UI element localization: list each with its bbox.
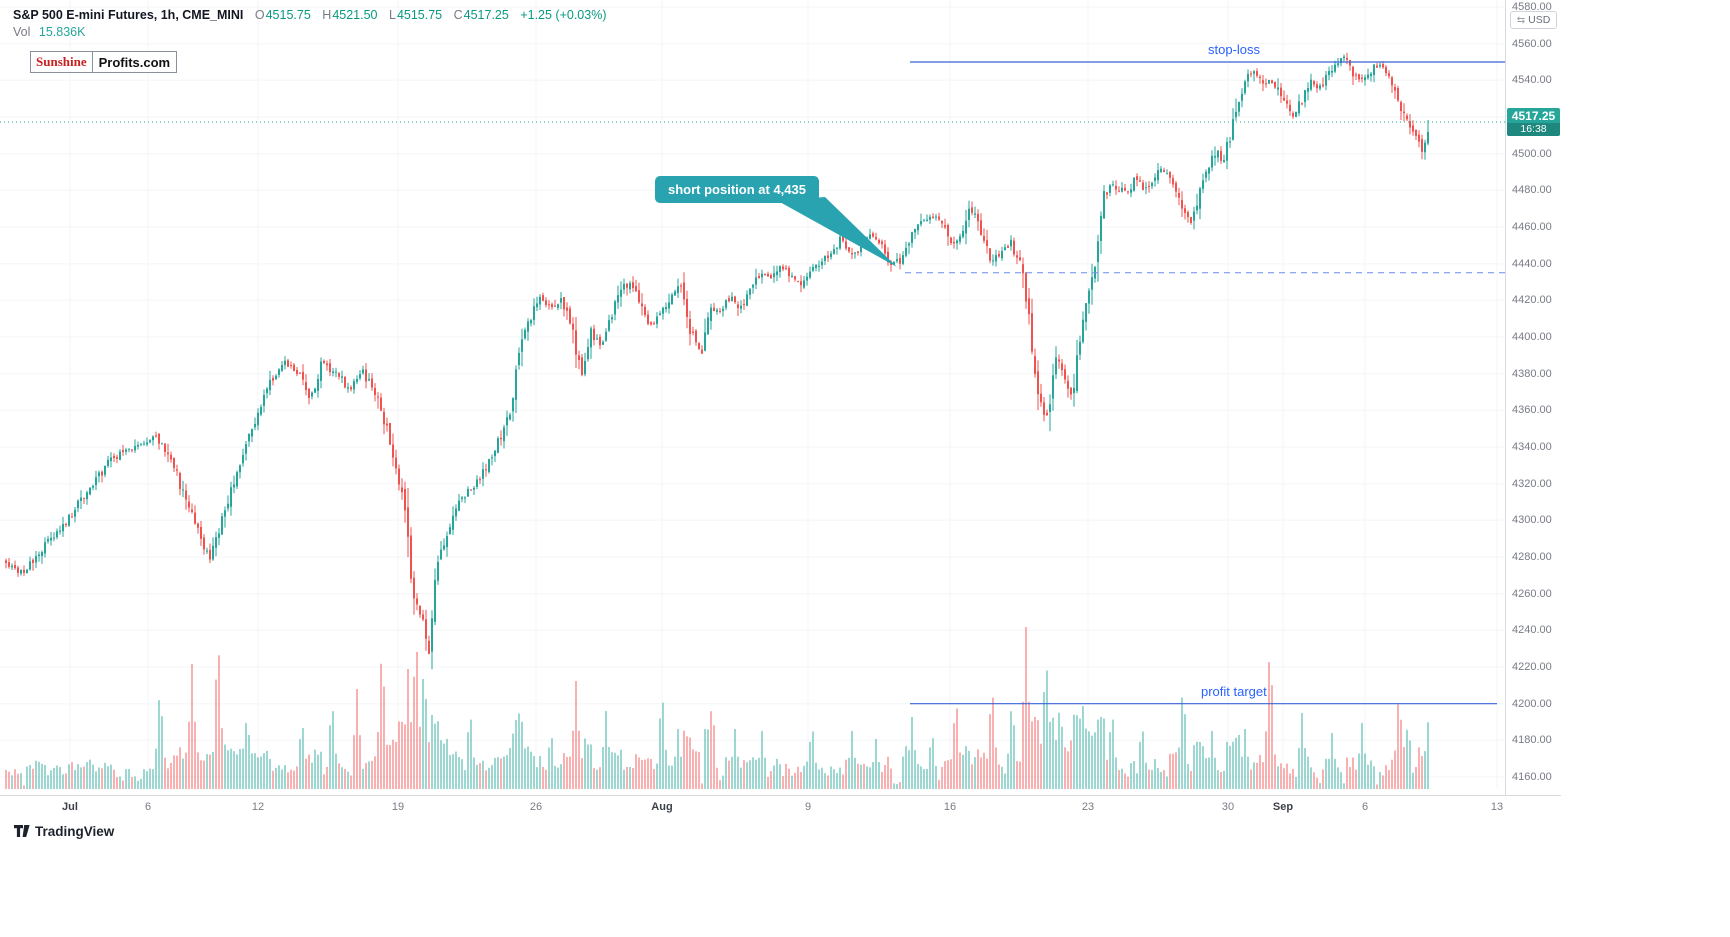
volume-legend[interactable]: Vol 15.836K <box>13 25 85 39</box>
low-value: 4515.75 <box>396 8 443 22</box>
price-tick-label: 4180.00 <box>1512 734 1552 746</box>
price-tick-label: 4320.00 <box>1512 478 1552 490</box>
last-price-time: 16:38 <box>1507 123 1560 136</box>
time-axis-label: Sep <box>1272 801 1294 813</box>
price-tick-label: 4200.00 <box>1512 698 1552 710</box>
tradingview-icon <box>14 825 30 837</box>
price-tick-label: 4480.00 <box>1512 184 1552 196</box>
close-label: C <box>453 8 463 22</box>
open-value: 4515.75 <box>265 8 311 22</box>
low-label: L <box>388 8 396 22</box>
chart-canvas[interactable]: S&P 500 E-mini Futures, 1h, CME_MINI O45… <box>0 0 1505 795</box>
vol-value: 15.836K <box>38 25 86 39</box>
time-axis-label: Aug <box>651 801 673 813</box>
tradingview-logo[interactable]: TradingView <box>14 824 114 839</box>
high-value: 4521.50 <box>332 8 378 22</box>
price-tick-label: 4240.00 <box>1512 624 1552 636</box>
price-tick-label: 4580.00 <box>1512 1 1552 13</box>
price-tick-label: 4440.00 <box>1512 258 1552 270</box>
price-tick-label: 4500.00 <box>1512 148 1552 160</box>
time-axis-label: 9 <box>804 801 812 813</box>
tradingview-label: TradingView <box>35 824 115 839</box>
price-axis[interactable]: ⇆ USD 4580.004560.004540.004520.004500.0… <box>1505 0 1562 795</box>
sunshine-logo-part1: Sunshine <box>31 52 93 72</box>
close-value: 4517.25 <box>463 8 509 22</box>
time-axis-label: 19 <box>391 801 405 813</box>
currency-toggle[interactable]: ⇆ USD <box>1510 11 1557 29</box>
price-tick-label: 4460.00 <box>1512 221 1552 233</box>
time-axis-label: 23 <box>1081 801 1095 813</box>
time-axis[interactable]: Jul 6 12 19 26 Aug 9 16 23 30 Sep 6 13 <box>0 795 1561 818</box>
short-position-callout[interactable]: short position at 4,435 <box>655 176 819 203</box>
price-tick-label: 4380.00 <box>1512 368 1552 380</box>
open-label: O <box>254 8 265 22</box>
price-tick-label: 4300.00 <box>1512 514 1552 526</box>
price-tick-label: 4400.00 <box>1512 331 1552 343</box>
price-tick-label: 4560.00 <box>1512 38 1552 50</box>
price-tick-label: 4160.00 <box>1512 771 1552 783</box>
change-value: +1.25 (+0.03%) <box>520 8 607 22</box>
price-tick-label: 4360.00 <box>1512 404 1552 416</box>
price-tick-label: 4280.00 <box>1512 551 1552 563</box>
sunshine-profits-logo: Sunshine Profits.com <box>30 51 178 73</box>
time-axis-label: 12 <box>251 801 265 813</box>
candlestick-plot <box>0 0 1505 789</box>
currency-label: USD <box>1528 14 1551 26</box>
time-axis-label: 6 <box>1361 801 1369 813</box>
time-axis-label: 13 <box>1490 801 1504 813</box>
price-tick-label: 4420.00 <box>1512 294 1552 306</box>
price-tick-label: 4260.00 <box>1512 588 1552 600</box>
currency-arrows-icon: ⇆ <box>1516 14 1526 26</box>
price-tick-label: 4540.00 <box>1512 74 1552 86</box>
last-price-value: 4517.25 <box>1511 109 1556 123</box>
price-tick-label: 4340.00 <box>1512 441 1552 453</box>
time-axis-label: 30 <box>1221 801 1235 813</box>
profit-target-label[interactable]: profit target <box>1201 683 1267 699</box>
high-label: H <box>322 8 332 22</box>
time-axis-label: Jul <box>62 801 78 813</box>
price-tick-label: 4220.00 <box>1512 661 1552 673</box>
time-axis-label: 26 <box>529 801 543 813</box>
last-price-badge: 4517.25 16:38 <box>1507 108 1560 136</box>
time-axis-label: 6 <box>144 801 152 813</box>
vol-label: Vol <box>13 25 31 39</box>
time-axis-label: 16 <box>943 801 957 813</box>
symbol-legend[interactable]: S&P 500 E-mini Futures, 1h, CME_MINI O45… <box>13 8 606 22</box>
sunshine-logo-part2: Profits.com <box>98 54 171 70</box>
symbol-title: S&P 500 E-mini Futures, 1h, CME_MINI <box>13 8 244 22</box>
stop-loss-label[interactable]: stop-loss <box>1208 42 1261 57</box>
